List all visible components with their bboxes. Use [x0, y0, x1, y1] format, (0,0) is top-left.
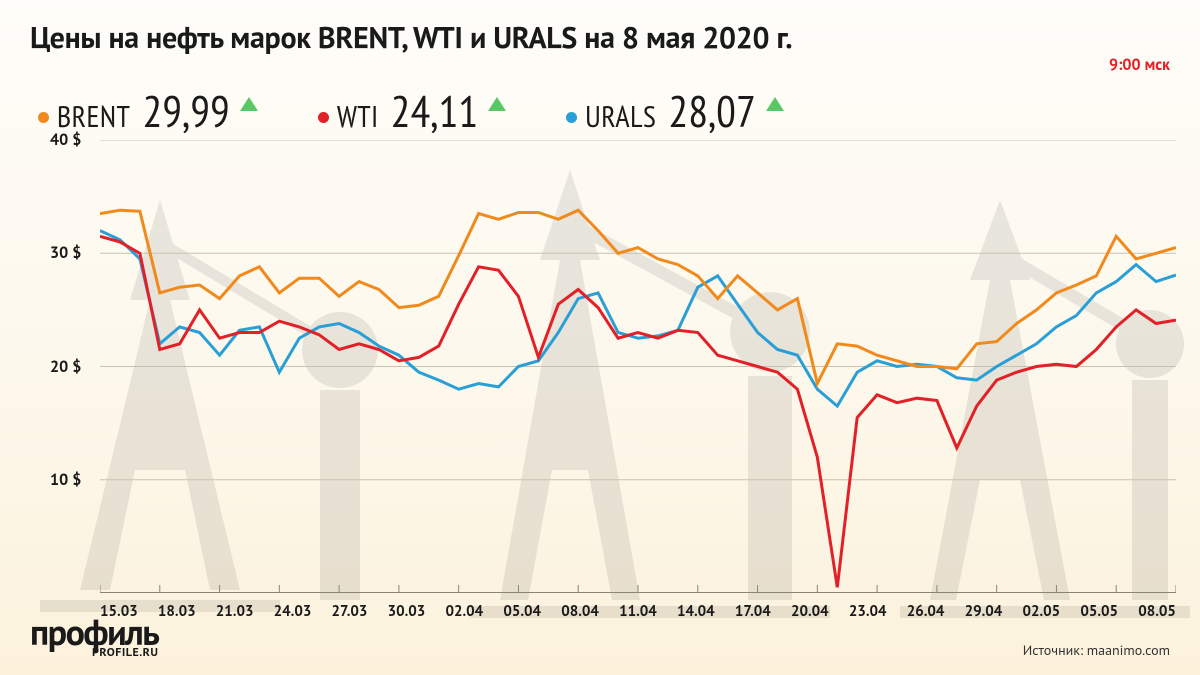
y-axis-label: 10 $ [50, 470, 81, 490]
legend: BRENT29,99WTI24,11URALS28,07 [30, 83, 1170, 140]
legend-dot-icon [38, 112, 49, 123]
chart-title: Цены на нефть марок BRENT, WTI и URALS н… [30, 18, 1170, 57]
series-wti [100, 236, 1176, 587]
chart-subtitle: 9:00 мск [30, 55, 1170, 75]
legend-item-urals: URALS 28,07 [566, 83, 784, 140]
price-chart: 10 $20 $30 $40 $ 15.0318.0321.0324.0327.… [50, 140, 1176, 593]
legend-item-wti: WTI 24,11 [318, 83, 506, 140]
y-axis-label: 40 $ [50, 130, 81, 150]
y-axis-label: 20 $ [50, 357, 81, 377]
legend-value: 28,07 [668, 83, 755, 140]
legend-value: 29,99 [142, 83, 229, 140]
legend-dot-icon [318, 112, 329, 123]
y-axis-label: 30 $ [50, 243, 81, 263]
legend-value: 24,11 [391, 83, 478, 140]
series-urals [100, 231, 1176, 407]
trend-up-icon [766, 97, 784, 111]
legend-name: WTI [337, 97, 379, 136]
trend-up-icon [240, 97, 258, 111]
legend-dot-icon [566, 112, 577, 123]
trend-up-icon [488, 97, 506, 111]
legend-name: URALS [585, 97, 656, 136]
publisher-logo: профиль PROFILE.RU [30, 616, 158, 659]
source-attribution: Источник: maanimo.com [1023, 641, 1170, 659]
logo-text: профиль [30, 616, 158, 648]
